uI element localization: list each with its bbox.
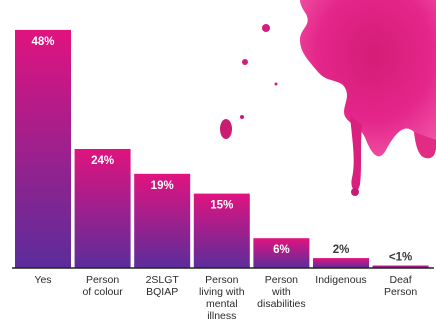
data-label: 2%: [333, 244, 350, 256]
x-tick-label-line: of colour: [82, 286, 123, 298]
paint-splash-drip: [350, 115, 362, 191]
x-tick-label-line: living with: [199, 286, 245, 298]
bar: [193, 193, 250, 268]
data-label: <1%: [389, 252, 412, 264]
x-tick-label: Person of colour: [82, 274, 123, 298]
data-label: 19%: [151, 180, 174, 192]
paint-splash-drop: [240, 115, 244, 119]
paint-splash-drop: [262, 24, 270, 32]
x-tick-label-line: Person: [86, 274, 119, 286]
x-tick-label: 2SLGT BQIAP: [146, 274, 180, 298]
paint-splash-drop: [351, 188, 359, 196]
data-label: 24%: [91, 155, 114, 167]
x-tick-label-line: disabilities: [257, 298, 305, 310]
x-tick-label-line: with: [271, 286, 291, 298]
x-tick-label: Yes: [34, 274, 51, 286]
bar: [372, 265, 429, 268]
x-tick-label: Indigenous: [315, 274, 366, 286]
x-tick-label-line: Deaf: [390, 274, 412, 286]
paint-splash-drop: [274, 82, 278, 86]
bar: [313, 258, 369, 268]
x-tick-label: Person with disabilities: [257, 274, 305, 310]
paint-splash-drop: [220, 119, 232, 139]
x-tick-label-line: Person: [205, 274, 238, 286]
x-tick-label-line: mental: [206, 298, 238, 310]
x-tick-label-line: Indigenous: [315, 274, 366, 286]
data-label: 48%: [31, 36, 54, 48]
paint-splash-drop: [242, 59, 248, 65]
x-tick-label: Deaf Person: [384, 274, 417, 298]
bar: [253, 238, 310, 268]
data-label: 15%: [210, 200, 233, 212]
x-tick-label-line: illness: [207, 310, 236, 322]
x-tick-label-line: Yes: [34, 274, 51, 286]
bar: [134, 173, 191, 268]
paint-splash-main: [300, 0, 436, 157]
paint-splash-drip: [414, 132, 436, 159]
x-tick-label-line: BQIAP: [146, 286, 178, 298]
x-tick-label-line: 2SLGT: [146, 274, 180, 286]
x-tick-label: Person living with mental illness: [199, 274, 245, 322]
bars-layer: [15, 29, 429, 269]
x-tick-label-line: Person: [384, 286, 417, 298]
x-tick-label-line: Person: [265, 274, 298, 286]
bar: [15, 29, 71, 269]
data-label: 6%: [273, 244, 290, 256]
bar: [74, 149, 131, 268]
paint-splash-decoration: [220, 0, 436, 196]
